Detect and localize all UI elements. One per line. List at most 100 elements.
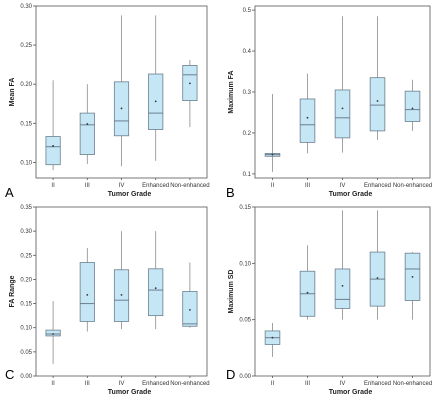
y-tick-label: 0.10 (20, 326, 32, 332)
mean-marker (86, 123, 89, 125)
x-tick-label: Non-enhanced (393, 183, 432, 189)
x-axis-label: Tumor Grade (108, 191, 152, 198)
y-tick-label: 0.3 (243, 90, 252, 96)
box-iv (113, 15, 130, 167)
box-ii (264, 94, 281, 172)
box-non-enhanced (182, 59, 198, 128)
x-tick-label: Non-enhanced (393, 381, 432, 387)
y-tick-label: 0.5 (243, 8, 252, 14)
box-iv (113, 231, 130, 330)
mean-marker (411, 275, 414, 278)
box-iv (334, 16, 351, 153)
mean-marker (271, 153, 274, 156)
y-tick-label: 0.30 (20, 4, 32, 10)
y-tick-label: 0.25 (20, 43, 32, 49)
box-non-enhanced (182, 262, 198, 328)
mean-marker (189, 308, 191, 311)
y-axis-label: Maximum SD (228, 270, 235, 314)
y-tick-label: 0.15 (239, 205, 251, 211)
y-axis-label: FA Range (9, 275, 16, 307)
iqr-box (45, 136, 61, 166)
iqr-box (182, 291, 198, 327)
box-ii (45, 301, 61, 364)
x-tick-label: IV (119, 381, 125, 387)
y-tick-label: 0.25 (20, 253, 32, 259)
mean-marker (306, 116, 309, 119)
panel-letter: D (226, 367, 235, 382)
y-tick-label: 0.15 (20, 121, 32, 127)
y-tick-label: 0.10 (20, 160, 32, 166)
box-non-enhanced (404, 79, 421, 131)
iqr-box (79, 112, 95, 155)
x-tick-label: III (305, 183, 310, 189)
mean-marker (376, 100, 379, 102)
x-tick-label: III (85, 183, 90, 189)
box-enhanced (148, 15, 164, 161)
iqr-box (334, 89, 351, 139)
panel-letter: C (5, 367, 14, 382)
y-axis-label: Mean FA (9, 78, 16, 107)
mean-marker (341, 107, 344, 110)
box-iii (79, 84, 95, 164)
x-tick-label: Non-enhanced (170, 183, 209, 189)
box-iii (299, 73, 316, 154)
box-iii (79, 248, 95, 332)
x-tick-label: IV (340, 183, 346, 189)
x-tick-label: Enhanced (142, 381, 169, 387)
x-tick-label: III (85, 381, 90, 387)
box-ii (45, 80, 61, 171)
mean-marker (411, 107, 414, 110)
y-tick-label: 0.2 (243, 131, 252, 137)
y-tick-label: 0.10 (239, 261, 251, 267)
box-iii (299, 245, 316, 320)
x-axis-label: Tumor Grade (108, 389, 152, 396)
iqr-box (45, 329, 61, 337)
box-iv (334, 210, 351, 320)
x-tick-label: III (305, 381, 310, 387)
y-tick-label: 0.20 (20, 277, 32, 283)
iqr-box (148, 268, 164, 317)
box-enhanced (369, 210, 386, 320)
mean-marker (154, 100, 157, 103)
y-tick-label: 0.35 (20, 205, 32, 211)
x-tick-label: II (51, 381, 55, 387)
y-tick-label: 0.1 (243, 172, 252, 178)
iqr-box (404, 90, 421, 122)
mean-marker (52, 145, 54, 147)
y-tick-label: 0.05 (239, 318, 251, 324)
x-tick-label: II (271, 381, 275, 387)
panel-letter: B (226, 185, 235, 200)
x-tick-label: Enhanced (364, 381, 391, 387)
y-tick-label: 0.05 (20, 350, 32, 356)
y-tick-label: 0.4 (243, 49, 252, 55)
y-tick-label: 0.30 (20, 229, 32, 235)
mean-marker (306, 291, 309, 294)
iqr-box (79, 262, 95, 322)
mean-marker (341, 284, 344, 287)
mean-marker (120, 107, 123, 110)
x-tick-label: IV (119, 183, 125, 189)
x-tick-label: Non-enhanced (170, 381, 209, 387)
x-tick-label: II (51, 183, 55, 189)
mean-marker (189, 82, 191, 85)
y-axis-label: Maximum FA (228, 70, 235, 113)
x-tick-label: Enhanced (364, 183, 391, 189)
mean-marker (52, 333, 54, 335)
box-ii (264, 323, 281, 357)
panel-c: 0.00 0.05 0.10 0.15 0.20 0.25 0.30 0.35 FA Range… (5, 205, 210, 396)
iqr-box (299, 98, 316, 143)
mean-marker (86, 293, 89, 296)
mean-marker (271, 336, 274, 339)
box-enhanced (369, 16, 386, 140)
iqr-box (334, 268, 351, 309)
mean-marker (376, 277, 379, 279)
panel-letter: A (5, 185, 14, 200)
x-tick-label: IV (340, 381, 346, 387)
mean-marker (154, 287, 157, 290)
x-axis-label: Tumor Grade (329, 389, 373, 396)
x-tick-label: Enhanced (142, 183, 169, 189)
